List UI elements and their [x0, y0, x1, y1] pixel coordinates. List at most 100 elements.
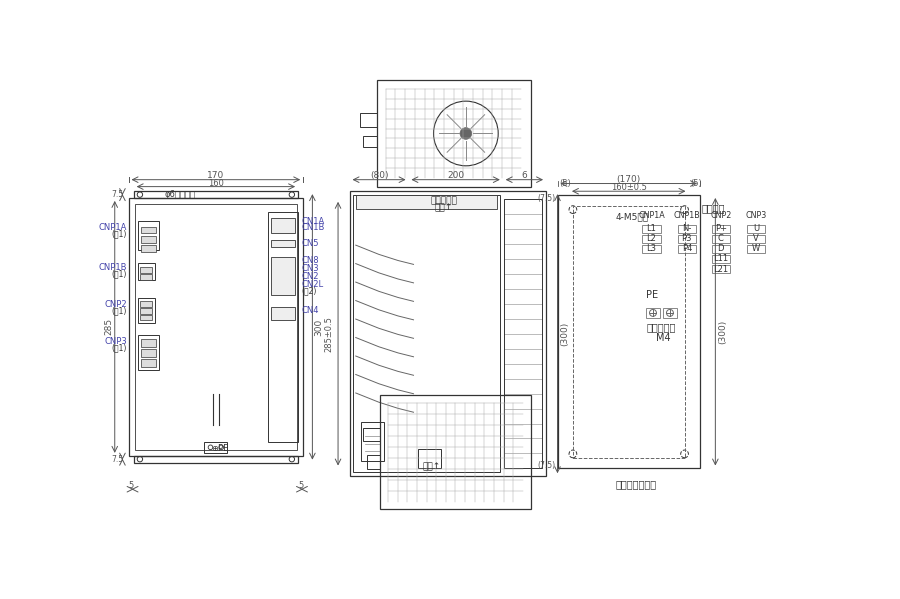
Text: CN1A: CN1A [302, 217, 325, 226]
Bar [557, 195, 700, 468]
Text: CNP1A: CNP1A [638, 211, 665, 220]
Text: 7.5: 7.5 [111, 455, 123, 464]
Text: L21: L21 [713, 265, 728, 274]
Text: CNP2: CNP2 [104, 300, 127, 308]
Bar [134, 456, 298, 462]
Bar [663, 307, 677, 318]
Bar [712, 245, 730, 253]
Bar [140, 274, 152, 280]
Text: CNP1A: CNP1A [99, 223, 127, 232]
Text: M4: M4 [656, 332, 670, 343]
Text: (注1): (注1) [112, 307, 127, 316]
Text: L2: L2 [646, 234, 656, 243]
Text: CN4: CN4 [302, 306, 319, 315]
Text: L1: L1 [646, 225, 656, 234]
Text: 300: 300 [314, 318, 323, 335]
Bar [141, 236, 157, 243]
Text: CNP3: CNP3 [104, 337, 127, 346]
Text: CNP1B: CNP1B [99, 263, 127, 272]
Text: 285±0.5: 285±0.5 [324, 316, 333, 352]
Bar [361, 422, 384, 461]
Bar [140, 308, 152, 313]
Bar [678, 245, 696, 253]
Bar [678, 225, 696, 233]
Text: (80): (80) [370, 171, 388, 180]
Bar [141, 339, 157, 347]
Bar [140, 315, 152, 320]
Bar [141, 226, 157, 234]
Text: CN8: CN8 [302, 256, 319, 265]
Text: (5): (5) [559, 179, 572, 188]
Text: CN5: CN5 [302, 239, 319, 248]
Text: L11: L11 [713, 255, 728, 264]
Bar [141, 359, 157, 367]
Text: D: D [717, 244, 724, 253]
Text: (注1): (注1) [112, 344, 127, 353]
Bar [134, 191, 298, 198]
Text: P4: P4 [681, 244, 692, 253]
Bar [138, 221, 159, 250]
Bar [271, 256, 295, 295]
Text: 170: 170 [207, 171, 224, 180]
Text: (7.5): (7.5) [537, 194, 556, 203]
Text: (7.5): (7.5) [537, 461, 556, 470]
Text: 吸気↑: 吸気↑ [423, 462, 441, 471]
Text: 160±0.5: 160±0.5 [611, 183, 647, 192]
Bar [271, 307, 295, 320]
Bar [360, 113, 376, 126]
Bar [747, 235, 765, 243]
Text: 排気↑: 排気↑ [435, 204, 453, 213]
Text: P+: P+ [715, 225, 726, 234]
Text: (注2): (注2) [302, 286, 317, 295]
Text: 端子配列: 端子配列 [702, 203, 725, 213]
Bar [747, 245, 765, 253]
Bar [140, 301, 152, 307]
Bar [349, 191, 546, 476]
Text: CNP1B: CNP1B [673, 211, 700, 220]
Text: P3: P3 [681, 234, 692, 243]
Text: CN2: CN2 [302, 272, 319, 281]
Bar [356, 195, 498, 209]
Bar [138, 264, 155, 280]
Bar [138, 335, 159, 370]
Bar [135, 204, 297, 450]
Bar [504, 199, 542, 468]
Text: φ6取付け穴: φ6取付け穴 [165, 190, 195, 199]
Text: 7.5: 7.5 [111, 190, 123, 199]
Bar [271, 218, 295, 234]
Bar [712, 255, 730, 263]
Text: 200: 200 [447, 171, 464, 180]
Bar [646, 307, 660, 318]
Bar [271, 240, 295, 247]
Bar [381, 395, 531, 509]
Text: (5): (5) [690, 179, 702, 188]
Text: 5: 5 [129, 481, 134, 490]
Bar [678, 235, 696, 243]
Bar [138, 298, 155, 323]
Text: CNP3: CNP3 [745, 211, 767, 220]
Text: PE: PE [646, 290, 658, 300]
Text: 285: 285 [104, 318, 113, 335]
Text: 取付け穴加工図: 取付け穴加工図 [616, 479, 657, 489]
Bar [366, 455, 381, 469]
Text: 5: 5 [298, 481, 303, 490]
Circle shape [460, 128, 472, 140]
Bar [129, 198, 303, 456]
Bar [354, 195, 500, 472]
Bar [204, 442, 228, 453]
Text: (300): (300) [561, 322, 570, 346]
Bar [141, 245, 157, 252]
Bar [712, 225, 730, 233]
Text: 6: 6 [521, 171, 527, 180]
Bar [364, 428, 381, 441]
Bar [643, 235, 661, 243]
Text: ねじサイズ: ねじサイズ [646, 322, 675, 332]
Bar [140, 267, 152, 273]
Text: (300): (300) [718, 320, 727, 344]
Text: (170): (170) [616, 175, 641, 184]
Bar [418, 449, 441, 468]
Bar [268, 212, 298, 442]
Bar [643, 225, 661, 233]
Bar [376, 80, 530, 187]
Text: 160: 160 [208, 179, 224, 188]
